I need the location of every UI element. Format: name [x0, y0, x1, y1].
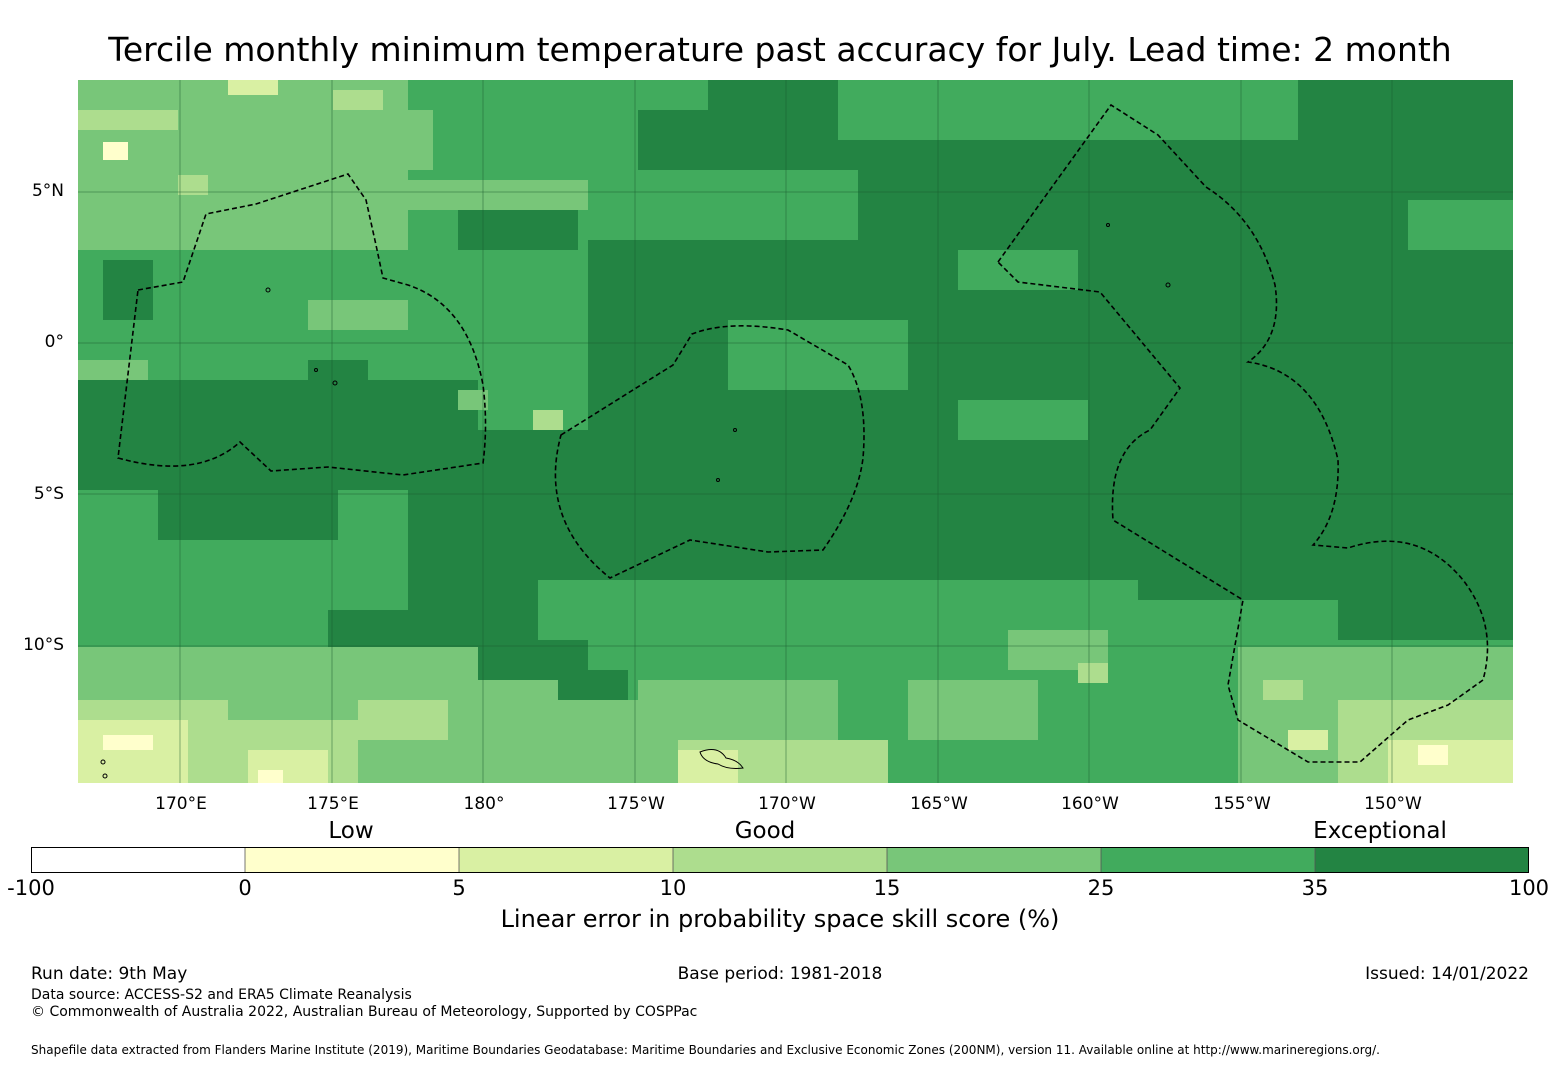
lon-label-150w: 150°W — [1364, 794, 1422, 814]
issued-date: Issued: 14/01/2022 — [1365, 964, 1529, 984]
run-date: Run date: 9th May — [31, 964, 188, 984]
low-patches — [78, 80, 1513, 783]
shapefile-credit: Shapefile data extracted from Flanders M… — [31, 1043, 1380, 1057]
cbar-tick-100: 100 — [1508, 876, 1550, 900]
cbar-tick-5: 5 — [452, 876, 466, 900]
lon-label-175e: 175°E — [307, 794, 359, 814]
colorbar-segment — [245, 847, 460, 873]
lat-label-5s: 5°S — [33, 484, 64, 504]
very-low-patches — [103, 142, 1448, 783]
islands — [100, 223, 1171, 779]
lon-label-175w: 175°W — [607, 794, 665, 814]
lat-label-10s: 10°S — [23, 635, 64, 655]
colorbar-label: Linear error in probability space skill … — [500, 905, 1060, 933]
category-good: Good — [734, 818, 796, 844]
copyright: © Commonwealth of Australia 2022, Austra… — [31, 1004, 698, 1020]
cbar-tick-minus100: -100 — [7, 876, 55, 900]
lon-label-170w: 170°W — [758, 794, 816, 814]
lon-label-160w: 160°W — [1061, 794, 1119, 814]
eez-boundaries — [117, 103, 1489, 763]
cbar-tick-10: 10 — [659, 876, 687, 900]
skill-score-map — [78, 80, 1513, 783]
lon-label-170e: 170°E — [155, 794, 207, 814]
category-low: Low — [328, 818, 374, 844]
colorbar — [31, 847, 1529, 873]
cbar-tick-35: 35 — [1301, 876, 1329, 900]
colorbar-segment — [31, 847, 246, 873]
lon-label-180: 180° — [463, 794, 505, 814]
lat-label-5n: 5°N — [31, 181, 64, 201]
lon-label-155w: 155°W — [1213, 794, 1271, 814]
colorbar-segment — [459, 847, 674, 873]
gridlines — [78, 80, 1513, 783]
eez-boundary-tokelau-samoa — [554, 325, 865, 579]
colorbar-segment — [673, 847, 888, 873]
colorbar-segment — [1315, 847, 1529, 873]
eez-boundary-tuvalu — [117, 173, 487, 476]
colorbar-segment — [1101, 847, 1316, 873]
eez-boundary-cook-islands — [996, 103, 1489, 763]
cbar-tick-0: 0 — [238, 876, 252, 900]
category-exceptional: Exceptional — [1313, 818, 1447, 844]
base-period: Base period: 1981-2018 — [677, 964, 883, 984]
lat-label-0: 0° — [44, 332, 64, 352]
data-source: Data source: ACCESS-S2 and ERA5 Climate … — [31, 987, 412, 1003]
samoa-island-outline — [699, 749, 744, 769]
colorbar-frame — [31, 847, 1529, 873]
cbar-tick-15: 15 — [873, 876, 901, 900]
map-title: Tercile monthly minimum temperature past… — [108, 30, 1452, 69]
lon-label-165w: 165°W — [910, 794, 968, 814]
cbar-tick-25: 25 — [1087, 876, 1115, 900]
colorbar-segment — [887, 847, 1102, 873]
